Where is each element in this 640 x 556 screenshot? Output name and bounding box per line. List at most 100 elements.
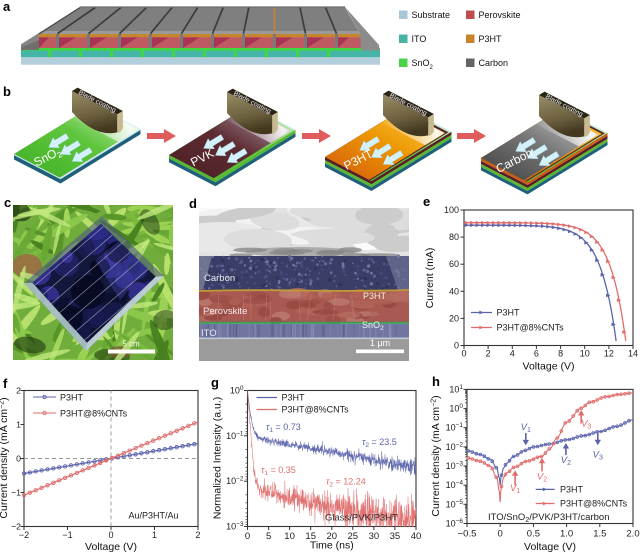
svg-text:0: 0 bbox=[108, 530, 113, 540]
svg-text:1.0: 1.0 bbox=[560, 529, 573, 540]
svg-text:8: 8 bbox=[558, 349, 563, 359]
svg-text:2: 2 bbox=[486, 349, 491, 359]
svg-text:10: 10 bbox=[580, 349, 590, 359]
svg-text:P3HT: P3HT bbox=[282, 393, 306, 403]
svg-text:P3HT@8%CNTs: P3HT@8%CNTs bbox=[497, 323, 565, 333]
svg-text:10−1: 10−1 bbox=[226, 430, 244, 441]
svg-text:Current density (mA cm−2): Current density (mA cm−2) bbox=[0, 397, 10, 518]
svg-text:Carbon: Carbon bbox=[479, 58, 509, 68]
svg-text:12: 12 bbox=[604, 349, 614, 359]
svg-text:P3HT: P3HT bbox=[497, 308, 521, 318]
svg-text:0: 0 bbox=[498, 529, 503, 540]
svg-text:V1: V1 bbox=[510, 483, 520, 495]
svg-text:τ1 = 0.35: τ1 = 0.35 bbox=[261, 465, 296, 477]
svg-text:P3HT: P3HT bbox=[363, 291, 387, 301]
svg-text:10−6: 10−6 bbox=[446, 518, 464, 529]
svg-text:ITO/SnO2/PVK/P3HT/carbon: ITO/SnO2/PVK/P3HT/carbon bbox=[488, 512, 609, 524]
svg-text:h: h bbox=[432, 374, 440, 389]
svg-text:V1: V1 bbox=[521, 422, 531, 434]
svg-text:Current (mA): Current (mA) bbox=[424, 248, 436, 309]
svg-text:b: b bbox=[3, 84, 11, 99]
svg-text:d: d bbox=[189, 196, 197, 211]
svg-text:0: 0 bbox=[454, 341, 459, 351]
svg-text:τ2 = 12.24: τ2 = 12.24 bbox=[326, 477, 366, 489]
svg-text:10−3: 10−3 bbox=[446, 461, 464, 472]
svg-text:10−5: 10−5 bbox=[446, 499, 464, 510]
svg-text:P3HT: P3HT bbox=[60, 392, 84, 402]
svg-text:0.5: 0.5 bbox=[527, 529, 540, 540]
svg-text:c: c bbox=[4, 195, 11, 210]
svg-text:P3HT: P3HT bbox=[479, 34, 503, 44]
svg-text:1 μm: 1 μm bbox=[370, 338, 390, 348]
svg-text:100: 100 bbox=[444, 205, 459, 215]
svg-text:Normalized Intensity (a.u.): Normalized Intensity (a.u.) bbox=[212, 397, 224, 520]
svg-text:1: 1 bbox=[16, 420, 21, 430]
svg-text:SnO2: SnO2 bbox=[362, 320, 384, 332]
svg-text:35: 35 bbox=[390, 531, 401, 542]
svg-text:10−4: 10−4 bbox=[446, 480, 464, 491]
svg-text:40: 40 bbox=[411, 531, 422, 542]
svg-text:τ2 = 23.5: τ2 = 23.5 bbox=[362, 437, 397, 449]
svg-text:30: 30 bbox=[369, 531, 380, 542]
svg-text:5 cm: 5 cm bbox=[122, 340, 140, 349]
svg-text:101: 101 bbox=[449, 384, 463, 395]
svg-text:60: 60 bbox=[449, 259, 459, 269]
svg-text:4: 4 bbox=[510, 349, 515, 359]
svg-text:80: 80 bbox=[449, 232, 459, 242]
svg-text:a: a bbox=[3, 0, 11, 14]
svg-text:1: 1 bbox=[152, 530, 157, 540]
svg-text:0: 0 bbox=[16, 454, 21, 464]
svg-text:10−1: 10−1 bbox=[446, 422, 464, 433]
svg-text:V3: V3 bbox=[581, 419, 591, 431]
svg-text:10−2: 10−2 bbox=[446, 441, 464, 452]
svg-text:−2: −2 bbox=[19, 530, 29, 540]
svg-text:14: 14 bbox=[628, 349, 638, 359]
svg-text:5: 5 bbox=[266, 531, 271, 542]
svg-text:P3HT: P3HT bbox=[560, 484, 584, 494]
svg-text:1.5: 1.5 bbox=[593, 529, 606, 540]
svg-text:Voltage (V): Voltage (V) bbox=[85, 541, 137, 553]
svg-text:Au/P3HT/Au: Au/P3HT/Au bbox=[128, 511, 178, 521]
svg-text:Current density (mA cm−2): Current density (mA cm−2) bbox=[430, 395, 442, 516]
svg-text:20: 20 bbox=[449, 313, 459, 323]
svg-text:V2: V2 bbox=[561, 455, 571, 467]
svg-text:100: 100 bbox=[230, 385, 244, 396]
svg-text:2: 2 bbox=[16, 386, 21, 396]
svg-text:ITO: ITO bbox=[412, 34, 427, 44]
svg-text:f: f bbox=[3, 376, 8, 391]
svg-text:SnO2: SnO2 bbox=[412, 58, 434, 71]
svg-text:Time (ns): Time (ns) bbox=[310, 540, 354, 552]
svg-text:2: 2 bbox=[195, 530, 200, 540]
svg-text:P3HT@8%CNTs: P3HT@8%CNTs bbox=[560, 499, 628, 509]
svg-text:40: 40 bbox=[449, 286, 459, 296]
svg-text:10−3: 10−3 bbox=[226, 521, 244, 532]
svg-text:Perovskite: Perovskite bbox=[479, 10, 521, 20]
svg-text:P3HT@8%CNTs: P3HT@8%CNTs bbox=[282, 405, 350, 415]
svg-text:−2: −2 bbox=[11, 522, 21, 532]
svg-text:ITO: ITO bbox=[201, 328, 217, 339]
svg-text:−1: −1 bbox=[62, 530, 72, 540]
svg-text:P3HT@8%CNTs: P3HT@8%CNTs bbox=[60, 408, 128, 418]
svg-text:V2: V2 bbox=[537, 472, 547, 484]
svg-text:15: 15 bbox=[305, 531, 316, 542]
svg-text:Glass/PVK/P3HT: Glass/PVK/P3HT bbox=[325, 513, 398, 524]
svg-text:6: 6 bbox=[534, 349, 539, 359]
svg-text:2.0: 2.0 bbox=[626, 529, 639, 540]
svg-text:0: 0 bbox=[245, 531, 250, 542]
svg-text:10: 10 bbox=[284, 531, 295, 542]
svg-text:Voltage (V): Voltage (V) bbox=[523, 361, 575, 373]
svg-text:−1: −1 bbox=[11, 488, 21, 498]
svg-text:Carbon: Carbon bbox=[204, 273, 235, 284]
svg-text:25: 25 bbox=[348, 531, 359, 542]
svg-text:−0.5: −0.5 bbox=[458, 529, 477, 540]
svg-text:e: e bbox=[423, 194, 430, 209]
svg-text:Voltage (V): Voltage (V) bbox=[524, 541, 576, 553]
svg-text:20: 20 bbox=[327, 531, 338, 542]
svg-text:Perovskite: Perovskite bbox=[203, 306, 247, 317]
svg-text:0: 0 bbox=[461, 349, 466, 359]
svg-text:Substrate: Substrate bbox=[412, 10, 451, 20]
svg-text:100: 100 bbox=[449, 403, 463, 414]
svg-text:V3: V3 bbox=[593, 450, 603, 462]
svg-text:g: g bbox=[211, 375, 219, 390]
svg-text:τ1 = 0.73: τ1 = 0.73 bbox=[266, 422, 301, 434]
